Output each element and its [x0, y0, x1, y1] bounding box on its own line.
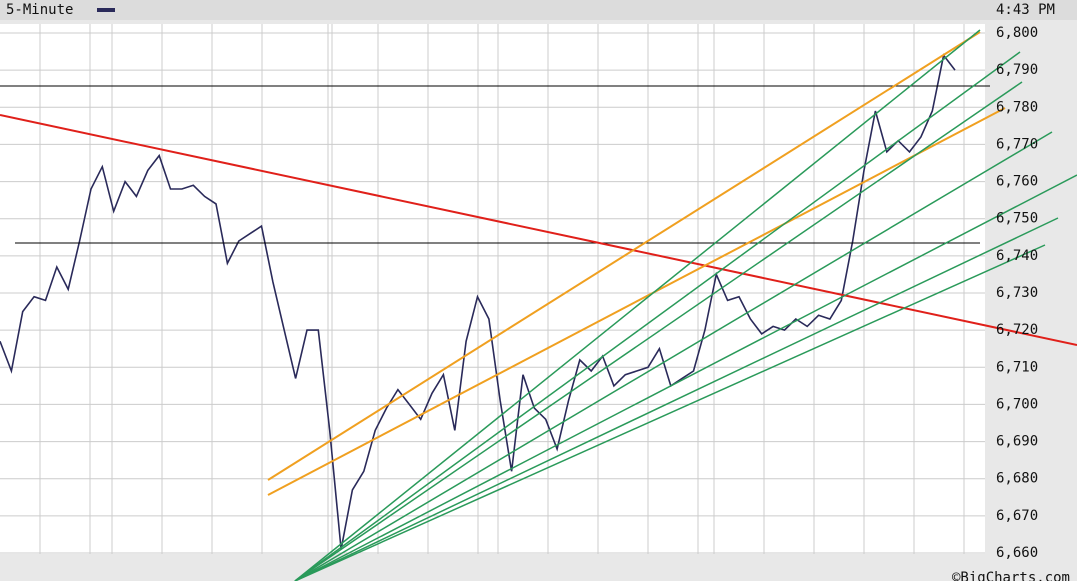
time-label: 4:43 PM	[996, 2, 1055, 18]
chart-title: 5-Minute	[6, 2, 73, 18]
y-tick-label: 6,680	[996, 471, 1038, 487]
y-tick-label: 6,710	[996, 359, 1038, 375]
trend-lines	[0, 29, 1077, 581]
y-tick-label: 6,690	[996, 434, 1038, 450]
legend-swatch	[97, 8, 115, 12]
y-tick-label: 6,770	[996, 136, 1038, 152]
y-tick-label: 6,750	[996, 211, 1038, 227]
price-line	[0, 53, 956, 550]
plot-area	[0, 24, 985, 554]
v-grid	[39, 24, 965, 554]
y-tick-label: 6,660	[996, 545, 1038, 561]
y-tick-label: 6,730	[996, 285, 1038, 301]
y-tick-label: 6,800	[996, 25, 1038, 41]
header-bar	[0, 0, 1077, 20]
credit: ©BigCharts.com	[952, 570, 1070, 581]
y-tick-label: 6,720	[996, 322, 1038, 338]
y-tick-label: 6,780	[996, 99, 1038, 115]
y-tick-label: 6,760	[996, 174, 1038, 190]
y-tick-label: 6,700	[996, 396, 1038, 412]
y-tick-label: 6,670	[996, 508, 1038, 524]
y-tick-label: 6,790	[996, 62, 1038, 78]
y-tick-label: 6,740	[996, 248, 1038, 264]
